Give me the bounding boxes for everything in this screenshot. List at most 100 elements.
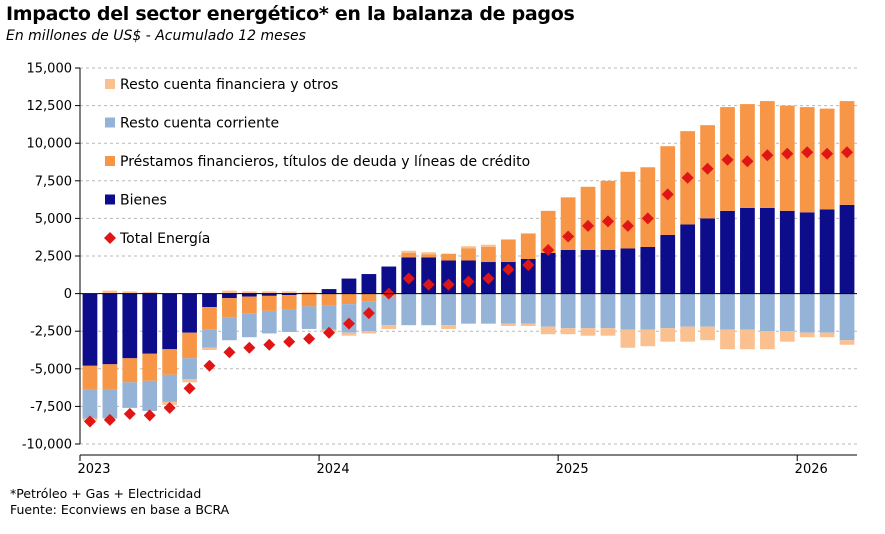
bar-segment [740,329,755,350]
legend-label: Resto cuenta financiera y otros [120,77,338,93]
bar-segment [540,210,556,253]
bar-segment [261,291,277,294]
bar-segment [660,328,676,342]
total-marker [641,212,654,225]
bar-segment [500,293,516,324]
bar-segment [421,254,437,258]
total-marker [303,332,316,345]
bar-segment [162,349,178,375]
bar-segment [520,293,536,324]
bar-segment [779,331,795,342]
y-tick-label: 2,500 [35,250,72,265]
bar-segment [122,291,138,294]
bar-segment [361,274,377,294]
legend-swatch [105,156,115,166]
bar-segment [122,293,138,359]
legend-swatch [105,79,115,89]
total-marker [701,162,714,175]
bar-segment [500,239,516,263]
y-tick-label: -10,000 [22,438,72,453]
bar-segment [222,293,237,299]
source-note: Fuente: Econviews en base a BCRA [10,502,230,517]
bar-segment [520,233,536,260]
bar-segment [700,293,715,327]
bar-segment [82,389,98,419]
bar-segment [759,293,775,332]
total-marker [562,230,575,243]
x-tick-label: 2025 [556,462,589,477]
bar-segment [580,186,596,250]
chart-title: Impacto del sector energético* en la bal… [6,3,575,25]
bar-segment [281,291,297,294]
bar-segment [241,296,257,314]
legend-label: Préstamos financieros, títulos de deuda … [120,154,530,170]
legend-marker-total [104,232,116,244]
bar-segment [799,212,815,294]
bar-segment [839,204,855,294]
bar-segment [102,293,118,365]
axes: 15,000 12,500 10,000 7,500 5,000 2,500 0 -2,500… [22,62,857,477]
bar-segment [580,328,596,336]
bar-segment [381,325,397,329]
bar-segment [839,340,855,345]
legend: Resto cuenta financiera y otros Resto cue… [104,77,530,247]
bar-segment [142,353,158,381]
bar-segment [759,207,775,294]
bar-segment [261,295,277,311]
bar-segment [720,329,735,350]
bar-segment [799,293,815,333]
bar-segment [520,323,536,326]
bar-segment [560,328,576,335]
bar-segment [102,364,118,390]
legend-label: Bienes [120,193,167,209]
bar-segment [202,307,217,330]
bar-segment [301,292,317,294]
bar-segment [600,328,616,336]
bar-segment [381,296,397,326]
total-marker [582,219,595,232]
total-marker [323,326,336,339]
total-marker [362,307,375,320]
bar-segment [202,293,217,308]
bar-segment [102,389,118,419]
y-tick-label: 10,000 [27,137,73,152]
y-tick-label: -2,500 [30,325,72,340]
bar-segment [321,293,337,306]
bar-segment [680,224,696,294]
total-marker [621,219,634,232]
y-tick-label: -5,000 [30,362,72,377]
bar-segment [341,332,357,336]
legend-swatch [105,194,115,205]
x-tick-label: 2026 [795,462,828,477]
bar-segment [441,293,456,326]
bar-segment [142,293,158,354]
bar-segment [580,249,596,294]
bar-segment [261,293,277,296]
bar-segment [540,252,556,294]
total-marker [741,155,754,168]
bar-segment [560,249,576,294]
bar-segment [481,244,496,247]
total-marker [83,415,96,428]
total-marker [462,275,475,288]
bar-segment [461,246,476,249]
total-marker [681,171,694,184]
total-marker [243,341,256,354]
total-marker [542,243,555,256]
total-marker [402,272,415,285]
bar-segment [740,293,755,330]
bar-segment [281,295,297,310]
total-marker [422,278,435,291]
total-markers [83,146,854,428]
bar-segment [361,331,377,334]
bar-segment [799,332,815,338]
bar-segment [680,326,696,342]
total-marker [661,188,674,201]
bar-segment [580,293,596,329]
total-marker [103,413,116,426]
bar-segment [540,326,556,335]
bars [82,101,855,421]
total-marker [781,147,794,160]
bar-segment [819,332,835,338]
